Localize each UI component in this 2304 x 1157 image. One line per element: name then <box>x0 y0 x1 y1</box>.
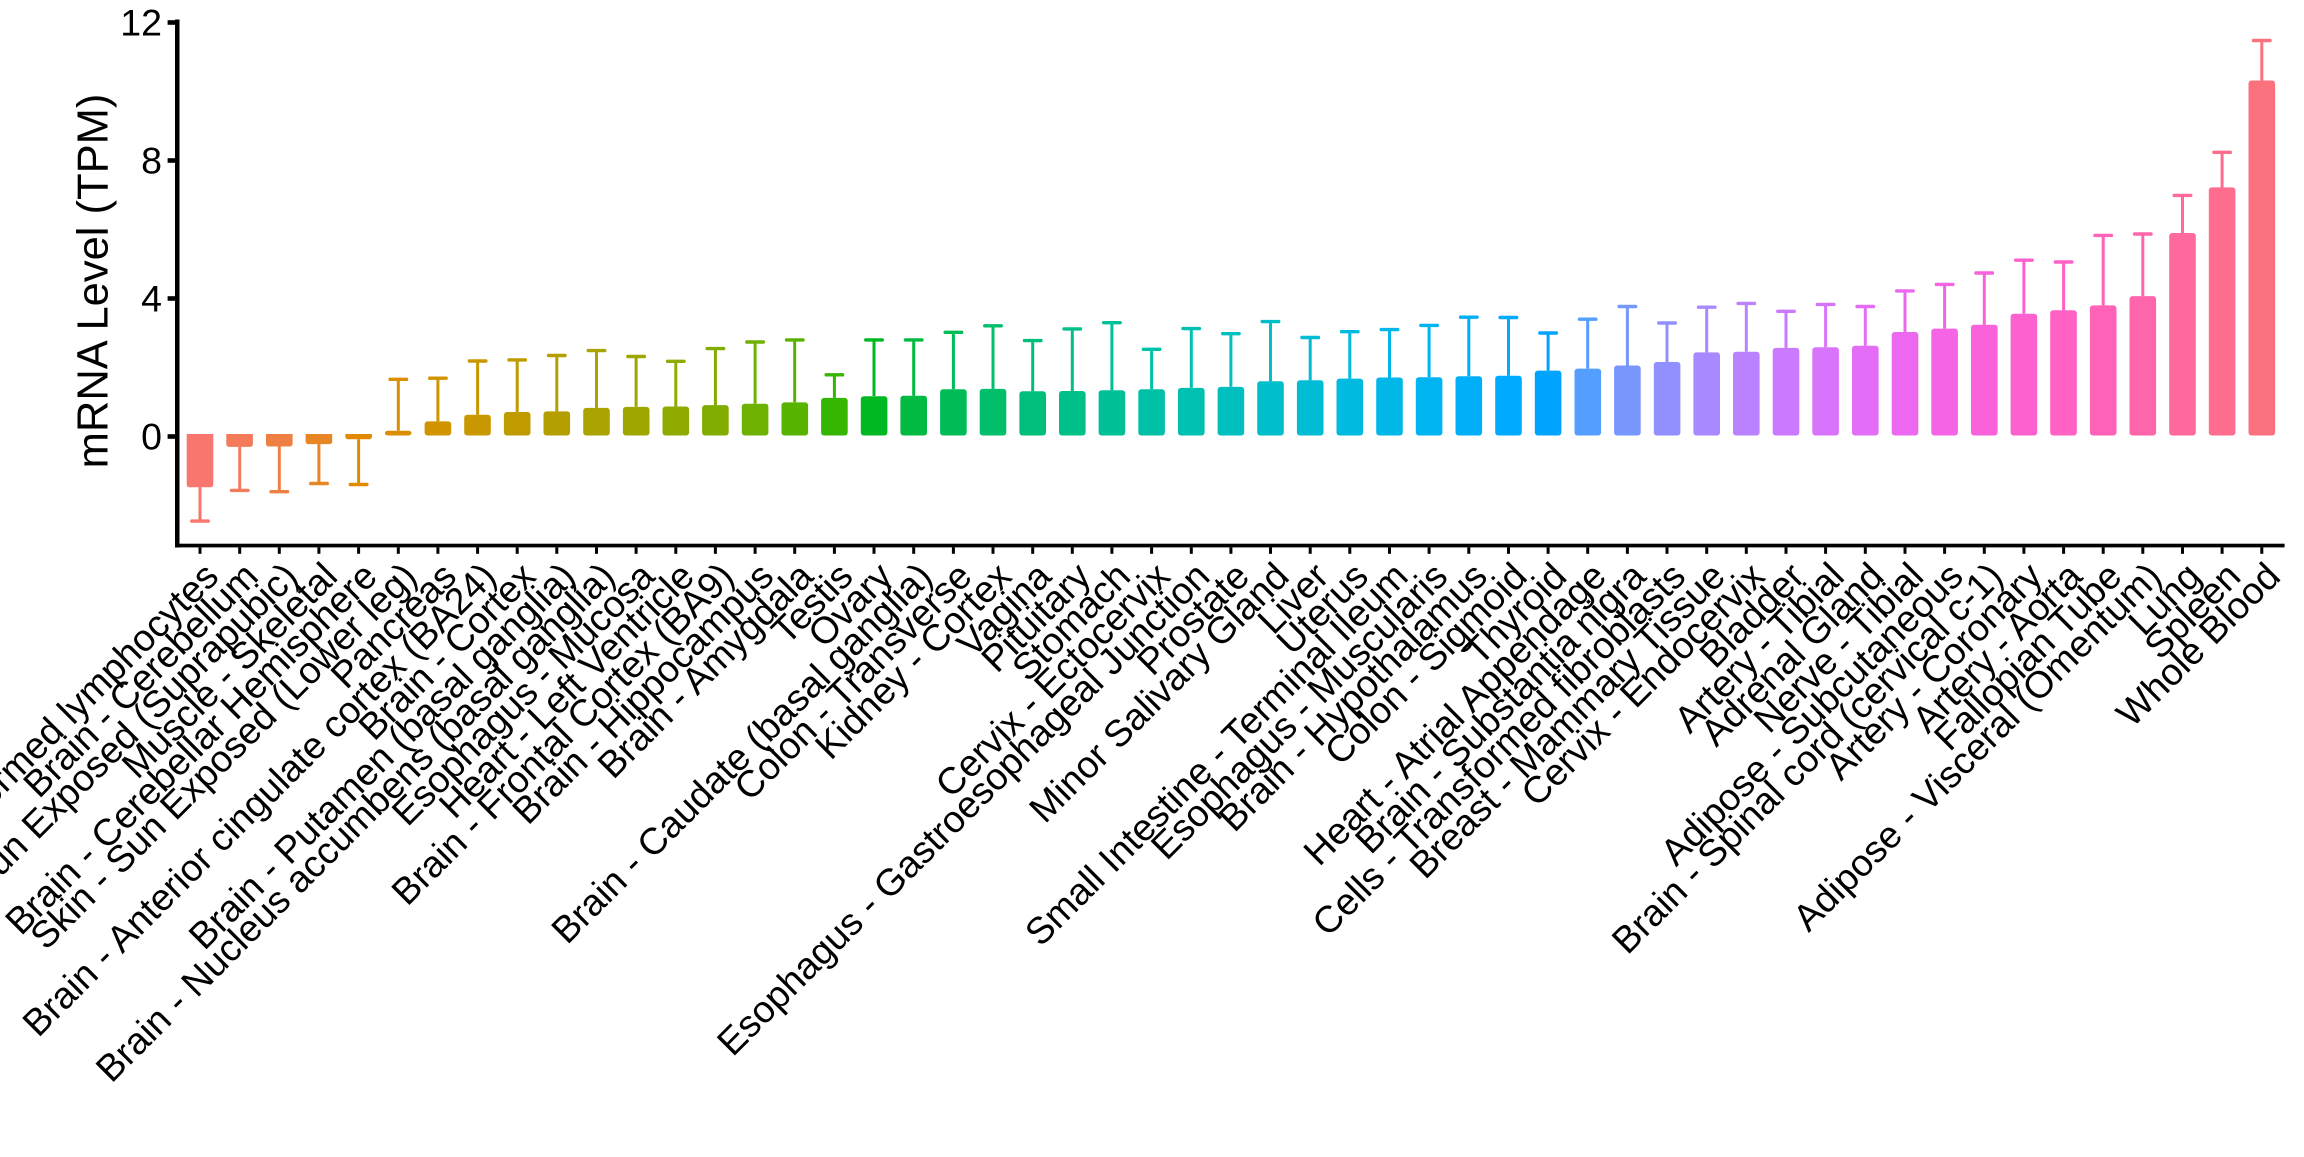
svg-text:12: 12 <box>120 2 162 44</box>
svg-text:4: 4 <box>141 278 162 320</box>
svg-text:0: 0 <box>141 416 162 458</box>
svg-text:8: 8 <box>141 140 162 182</box>
svg-text:mRNA Level (TPM): mRNA Level (TPM) <box>70 94 118 469</box>
